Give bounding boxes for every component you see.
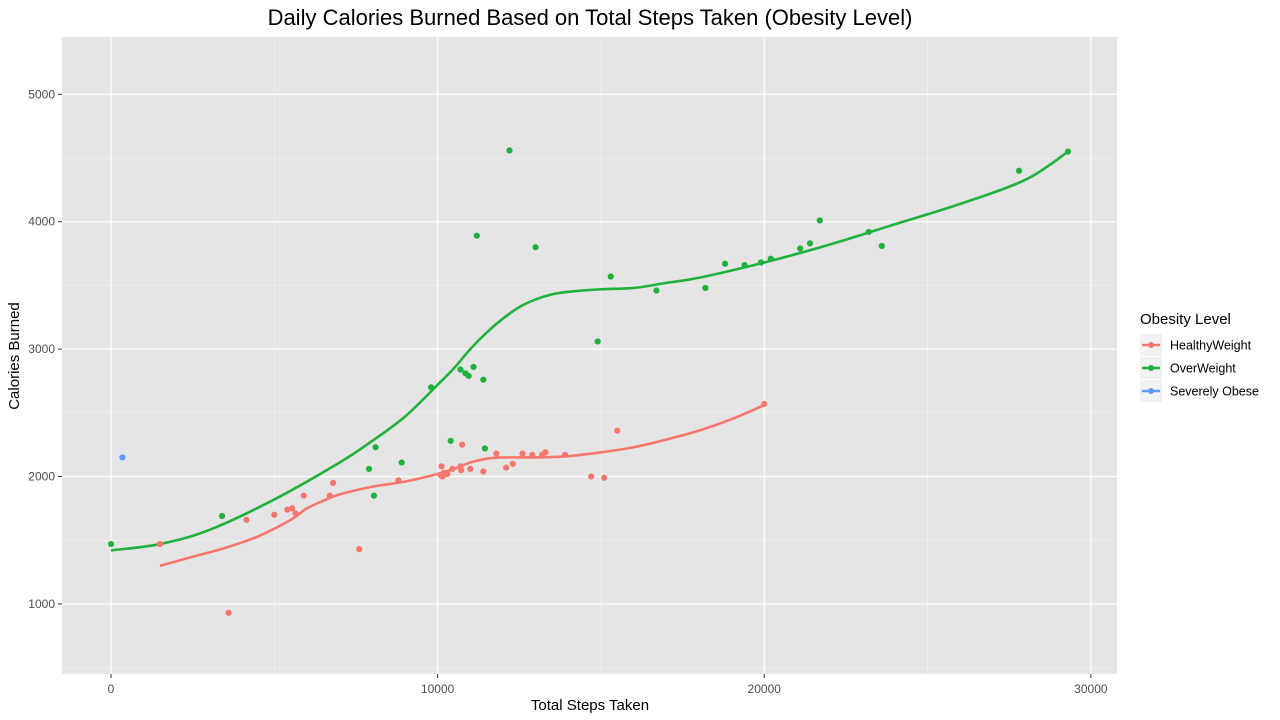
data-point-overweight bbox=[741, 261, 748, 269]
data-point-overweight bbox=[470, 363, 477, 371]
data-point-overweight bbox=[457, 366, 464, 373]
data-point-healthyweight bbox=[614, 427, 621, 434]
data-point-healthyweight bbox=[449, 465, 456, 472]
data-point-healthyweight bbox=[326, 492, 333, 499]
data-point-healthyweight bbox=[243, 516, 250, 523]
data-point-overweight bbox=[1015, 167, 1023, 174]
y-tick-label: 3000 bbox=[28, 342, 55, 356]
data-point-overweight bbox=[757, 259, 765, 266]
x-tick-label: 30000 bbox=[1074, 682, 1108, 696]
data-point-healthyweight bbox=[329, 479, 337, 486]
legend-label-severely-obese: Severely Obese bbox=[1170, 385, 1259, 399]
data-point-overweight bbox=[607, 273, 614, 280]
legend-label-overweight: OverWeight bbox=[1170, 362, 1236, 376]
plot-panel bbox=[62, 37, 1117, 674]
grid-minor bbox=[62, 37, 1117, 674]
data-point-overweight bbox=[653, 287, 660, 294]
data-point-healthyweight bbox=[156, 540, 164, 548]
data-point-healthyweight bbox=[444, 470, 451, 478]
data-point-healthyweight bbox=[459, 441, 466, 448]
data-point-overweight bbox=[797, 245, 804, 252]
data-point-overweight bbox=[465, 372, 472, 379]
data-point-healthyweight bbox=[480, 468, 487, 475]
chart-title: Daily Calories Burned Based on Total Ste… bbox=[268, 5, 913, 30]
data-point-healthyweight bbox=[529, 451, 536, 458]
y-tick-label: 2000 bbox=[28, 470, 55, 484]
data-point-overweight bbox=[107, 540, 115, 548]
data-point-healthyweight bbox=[284, 506, 291, 513]
y-axis-title: Calories Burned bbox=[6, 302, 23, 410]
data-point-healthyweight bbox=[561, 451, 569, 458]
data-point-overweight bbox=[370, 492, 378, 499]
legend-title: Obesity Level bbox=[1140, 311, 1231, 328]
x-tick-label: 10000 bbox=[421, 682, 455, 696]
data-point-overweight bbox=[447, 437, 454, 444]
legend: Obesity Level HealthyWeight OverWeight Sev… bbox=[1140, 311, 1259, 402]
data-point-overweight bbox=[767, 255, 774, 262]
data-point-overweight bbox=[721, 260, 729, 267]
data-point-healthyweight bbox=[761, 400, 768, 408]
x-tick-label: 20000 bbox=[748, 682, 782, 696]
data-point-healthyweight bbox=[271, 511, 278, 518]
y-tick-label: 5000 bbox=[28, 87, 55, 101]
data-point-overweight bbox=[427, 384, 435, 391]
data-point-healthyweight bbox=[509, 460, 516, 467]
trend-line-overweight bbox=[110, 150, 1069, 552]
data-point-overweight bbox=[702, 284, 709, 292]
data-points bbox=[107, 147, 1072, 616]
data-point-overweight bbox=[365, 465, 373, 472]
legend-key-point-healthyweight bbox=[1148, 342, 1154, 348]
data-point-overweight bbox=[480, 376, 487, 383]
data-point-overweight bbox=[506, 147, 513, 154]
y-axis: 1000 2000 3000 4000 5000 bbox=[28, 87, 62, 611]
data-point-overweight bbox=[372, 444, 379, 451]
data-point-overweight bbox=[806, 240, 814, 247]
data-point-healthyweight bbox=[438, 463, 445, 470]
x-axis-title: Total Steps Taken bbox=[531, 697, 649, 714]
data-point-healthyweight bbox=[542, 449, 549, 456]
data-point-healthyweight bbox=[493, 450, 500, 457]
data-point-severely-obese bbox=[119, 454, 126, 461]
data-point-overweight bbox=[218, 512, 226, 520]
data-point-healthyweight bbox=[225, 609, 232, 616]
data-point-overweight bbox=[816, 217, 823, 224]
x-axis: 0 10000 20000 30000 bbox=[108, 674, 1108, 696]
data-point-overweight bbox=[481, 445, 489, 452]
legend-key-point-severely-obese bbox=[1148, 388, 1154, 394]
data-point-overweight bbox=[594, 338, 601, 345]
data-point-healthyweight bbox=[356, 546, 363, 553]
legend-key-point-overweight bbox=[1148, 365, 1154, 371]
y-tick-label: 4000 bbox=[28, 215, 55, 229]
legend-label-healthyweight: HealthyWeight bbox=[1170, 339, 1252, 353]
data-point-healthyweight bbox=[588, 473, 595, 480]
data-point-overweight bbox=[1064, 148, 1072, 155]
data-point-healthyweight bbox=[289, 505, 296, 512]
data-point-overweight bbox=[473, 232, 480, 239]
x-tick-label: 0 bbox=[108, 682, 115, 696]
data-point-healthyweight bbox=[467, 465, 474, 472]
data-point-overweight bbox=[398, 459, 405, 466]
data-point-overweight bbox=[865, 228, 872, 236]
data-point-healthyweight bbox=[300, 492, 307, 499]
data-point-healthyweight bbox=[519, 450, 526, 457]
y-tick-label: 1000 bbox=[28, 597, 55, 611]
data-point-healthyweight bbox=[458, 467, 465, 474]
data-point-healthyweight bbox=[395, 477, 402, 484]
data-point-overweight bbox=[532, 244, 539, 251]
data-point-healthyweight bbox=[601, 474, 608, 481]
data-point-overweight bbox=[878, 242, 885, 250]
data-point-healthyweight bbox=[292, 510, 299, 517]
data-point-healthyweight bbox=[503, 464, 510, 471]
